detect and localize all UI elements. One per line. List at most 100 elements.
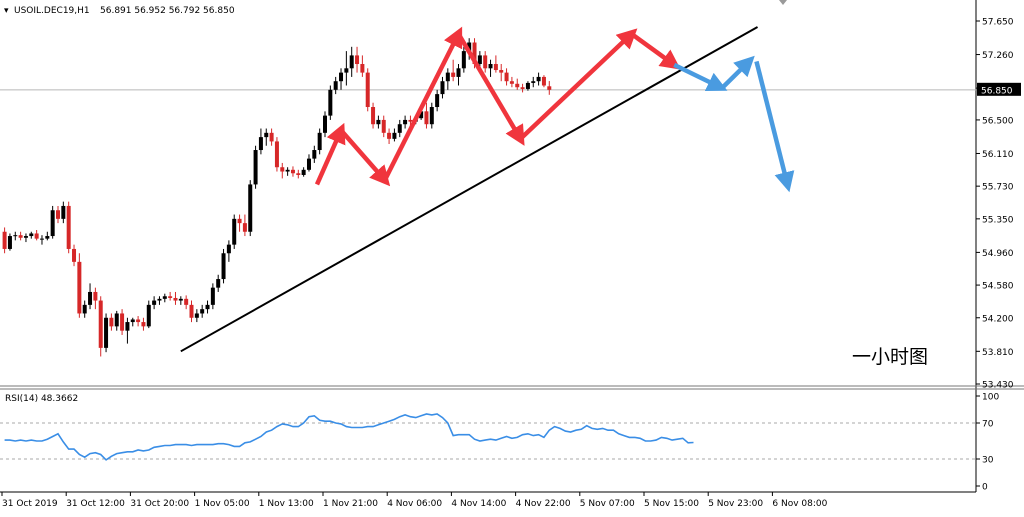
candle-body bbox=[205, 304, 210, 310]
candle-body bbox=[403, 119, 408, 125]
candle-body bbox=[61, 205, 66, 219]
candle-body bbox=[109, 317, 114, 327]
price-tick-label: 55.350 bbox=[982, 215, 1014, 225]
time-tick-label: 4 Nov 14:00 bbox=[451, 499, 506, 509]
candle-body bbox=[290, 169, 295, 174]
candle-body bbox=[387, 132, 392, 139]
price-tick-label: 54.200 bbox=[982, 314, 1014, 324]
current-price-label: 56.850 bbox=[981, 86, 1013, 96]
candle-body bbox=[296, 173, 301, 175]
price-tick-label: 53.810 bbox=[982, 348, 1014, 358]
price-tick-label: 54.580 bbox=[982, 282, 1014, 292]
time-tick-label: 1 Nov 05:00 bbox=[195, 499, 250, 509]
candle-body bbox=[184, 298, 189, 305]
candle-body bbox=[7, 236, 12, 249]
time-tick-label: 31 Oct 2019 bbox=[2, 499, 58, 509]
candle-body bbox=[200, 309, 205, 314]
candle-body bbox=[178, 298, 183, 301]
red-arrow bbox=[630, 32, 681, 70]
scroll-marker-icon[interactable] bbox=[779, 0, 787, 5]
candle-body bbox=[328, 89, 333, 116]
candle-body bbox=[440, 81, 445, 95]
candle-body bbox=[536, 76, 541, 82]
time-tick-label: 31 Oct 12:00 bbox=[66, 499, 125, 509]
time-tick-label: 6 Nov 08:00 bbox=[772, 499, 827, 509]
candle-body bbox=[56, 210, 60, 219]
ohlc-text: 56.891 56.952 56.792 56.850 bbox=[100, 6, 235, 16]
time-tick-label: 5 Nov 15:00 bbox=[644, 499, 699, 509]
candle-body bbox=[269, 132, 274, 142]
price-axis: 57.65057.26056.87056.85056.50056.11055.7… bbox=[976, 18, 1021, 391]
candle-body bbox=[349, 55, 354, 69]
time-tick-label: 31 Oct 20:00 bbox=[130, 499, 189, 509]
candle-body bbox=[509, 81, 514, 84]
red-arrow bbox=[456, 32, 525, 146]
candle-body bbox=[18, 235, 23, 238]
candle-body bbox=[50, 210, 55, 237]
candle-body bbox=[34, 233, 39, 239]
candle-body bbox=[525, 82, 530, 89]
candle-body bbox=[365, 72, 370, 108]
candle-body bbox=[285, 169, 290, 172]
candle-body bbox=[360, 64, 365, 73]
candle-body bbox=[88, 291, 93, 305]
candle-body bbox=[355, 55, 360, 65]
candle-body bbox=[429, 107, 434, 125]
current-price-box bbox=[977, 82, 1021, 96]
candle-body bbox=[547, 86, 552, 90]
blue-arrow bbox=[754, 60, 795, 193]
red-arrow bbox=[339, 128, 391, 187]
time-tick-label: 5 Nov 23:00 bbox=[708, 499, 763, 509]
rsi-tick-label: 100 bbox=[982, 393, 999, 403]
candle-body bbox=[242, 223, 247, 232]
candles bbox=[2, 38, 552, 357]
candle-body bbox=[226, 244, 231, 254]
header-menu-icon[interactable]: ▾ bbox=[4, 6, 9, 16]
red-arrow bbox=[518, 28, 638, 141]
candle-body bbox=[493, 64, 498, 71]
candle-body bbox=[23, 236, 28, 238]
candle-body bbox=[333, 81, 338, 90]
candle-body bbox=[66, 205, 71, 249]
time-tick-label: 1 Nov 13:00 bbox=[259, 499, 314, 509]
candle-body bbox=[258, 137, 263, 151]
candle-body bbox=[210, 287, 215, 305]
candle-body bbox=[162, 296, 167, 299]
candle-body bbox=[45, 236, 50, 239]
candle-body bbox=[456, 68, 461, 77]
candle-body bbox=[445, 72, 450, 82]
candle-body bbox=[125, 322, 130, 331]
price-tick-label: 57.650 bbox=[982, 18, 1014, 28]
time-tick-label: 4 Nov 06:00 bbox=[387, 499, 442, 509]
price-tick-label: 53.430 bbox=[982, 381, 1014, 391]
candle-body bbox=[264, 132, 269, 138]
candle-body bbox=[152, 300, 157, 305]
candle-body bbox=[451, 72, 456, 77]
candle-body bbox=[232, 218, 237, 245]
candle-body bbox=[157, 298, 162, 301]
candle-body bbox=[93, 291, 98, 301]
candle-body bbox=[488, 64, 493, 69]
candle-body bbox=[541, 76, 546, 86]
price-tick-label: 56.500 bbox=[982, 116, 1014, 126]
blue-arrow bbox=[721, 55, 755, 89]
time-axis: 31 Oct 2019 31 Oct 12:00 31 Oct 20:00 1 Nov… bbox=[1, 492, 828, 509]
candle-body bbox=[114, 313, 119, 327]
main-header: USOIL.DEC19,H1 bbox=[14, 6, 90, 16]
candle-body bbox=[130, 319, 135, 323]
candle-body bbox=[120, 313, 125, 331]
overlays bbox=[180, 26, 795, 353]
candle-body bbox=[472, 42, 477, 65]
candle-body bbox=[173, 297, 178, 301]
rsi-tick-label: 70 bbox=[982, 420, 994, 430]
candle-body bbox=[531, 81, 536, 83]
candle-body bbox=[520, 87, 525, 89]
candle-body bbox=[323, 115, 327, 133]
candle-body bbox=[312, 150, 317, 159]
candle-body bbox=[499, 70, 504, 73]
candle-body bbox=[477, 55, 482, 65]
candle-body bbox=[376, 119, 381, 125]
candle-body bbox=[408, 119, 413, 122]
